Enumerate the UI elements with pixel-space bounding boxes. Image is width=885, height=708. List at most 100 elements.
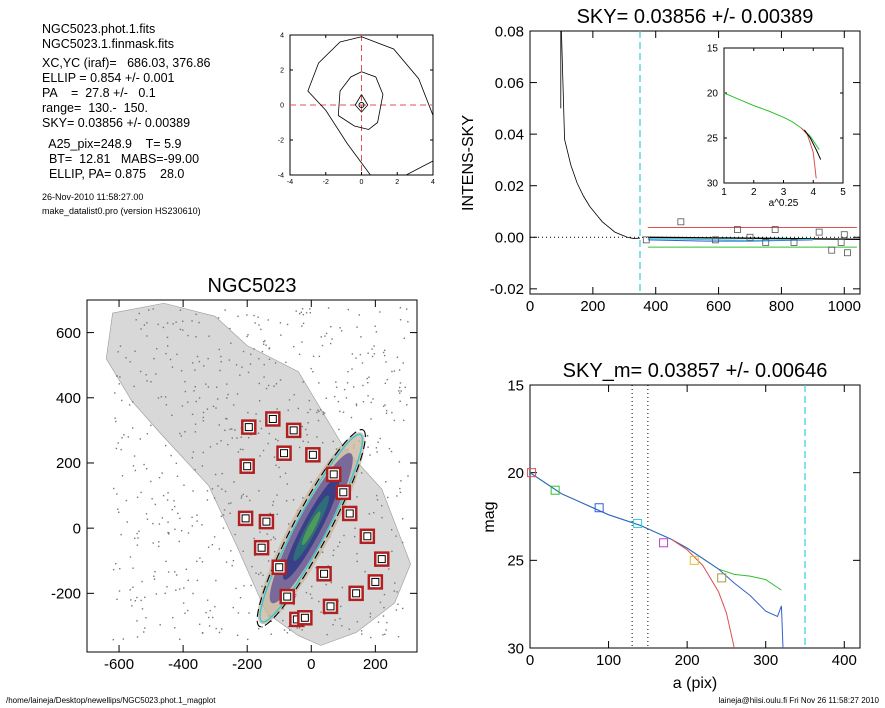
image-speckle <box>247 411 249 414</box>
image-speckle <box>132 401 134 403</box>
galaxy-ytick-label: 200 <box>56 455 81 472</box>
image-speckle <box>401 518 404 520</box>
image-speckle <box>343 388 346 391</box>
sky-data-square <box>837 239 845 246</box>
image-speckle <box>301 629 303 631</box>
mag-marker <box>527 468 537 478</box>
image-speckle <box>382 351 385 354</box>
image-speckle <box>220 355 222 358</box>
image-speckle <box>298 353 301 355</box>
image-speckle <box>261 350 264 353</box>
mag-xtick-label: 0 <box>526 652 534 669</box>
image-speckle <box>134 600 137 602</box>
image-speckle <box>177 512 179 515</box>
image-speckle <box>406 404 408 406</box>
image-speckle <box>338 428 340 431</box>
mag-series-3 <box>671 538 735 649</box>
sky-box-inner <box>257 543 266 552</box>
image-speckle <box>198 397 201 399</box>
image-speckle <box>397 603 399 605</box>
image-speckle <box>130 599 132 601</box>
image-speckle <box>153 357 155 360</box>
image-speckle <box>234 429 236 431</box>
image-speckle <box>337 400 340 403</box>
image-speckle <box>220 440 222 442</box>
image-speckle <box>390 450 393 453</box>
image-speckle <box>168 532 170 534</box>
image-speckle <box>175 321 177 323</box>
sky-data-square <box>642 236 650 244</box>
image-speckle <box>218 348 220 351</box>
image-speckle <box>161 472 163 474</box>
image-speckle <box>175 589 177 591</box>
image-speckle <box>293 345 295 348</box>
mag-marker <box>633 519 643 529</box>
sky-ytick-label: 0.06 <box>495 75 524 92</box>
image-speckle <box>342 411 345 413</box>
image-speckle <box>191 320 193 322</box>
image-speckle <box>393 419 395 422</box>
image-speckle <box>196 355 199 358</box>
image-speckle <box>134 469 137 472</box>
image-speckle <box>144 596 146 599</box>
image-speckle <box>192 592 194 595</box>
mag-ytick-label: 15 <box>507 377 524 394</box>
image-speckle <box>139 370 142 373</box>
image-speckle <box>260 427 263 430</box>
image-speckle <box>155 373 157 375</box>
image-speckle <box>391 411 393 414</box>
image-speckle <box>167 521 169 523</box>
fit-ellipse-outer <box>256 429 366 628</box>
image-speckle <box>112 568 115 571</box>
image-speckle <box>115 420 117 423</box>
image-speckle <box>361 633 363 635</box>
sky-box-inner <box>268 414 277 423</box>
image-speckle <box>146 380 148 382</box>
image-speckle <box>187 532 190 534</box>
image-speckle <box>123 434 125 436</box>
image-speckle <box>246 335 248 338</box>
image-speckle <box>153 578 156 580</box>
image-speckle <box>385 361 387 363</box>
image-speckle <box>386 621 388 624</box>
galaxy-ytick-label: -200 <box>51 586 81 603</box>
image-speckle <box>375 494 378 497</box>
image-speckle <box>249 363 252 365</box>
image-speckle <box>218 548 221 550</box>
image-speckle <box>367 381 369 384</box>
image-speckle <box>253 537 255 540</box>
galaxy-title: NGC5023 <box>208 275 297 297</box>
image-speckle <box>139 438 142 440</box>
sky-fit-line-2 <box>647 236 861 240</box>
image-speckle <box>232 606 234 609</box>
image-speckle <box>320 611 322 613</box>
mask-file-name: NGC5023.1.finmask.fits <box>42 37 174 51</box>
inset-xtick-label: 1 <box>721 187 727 198</box>
image-speckle <box>309 312 312 314</box>
image-speckle <box>205 383 207 385</box>
image-speckle <box>191 525 194 527</box>
image-speckle <box>341 625 343 627</box>
image-speckle <box>273 456 276 458</box>
image-speckle <box>179 432 181 435</box>
image-speckle <box>202 451 204 454</box>
image-speckle <box>321 551 324 553</box>
mag-title: SKY_m= 0.03857 +/- 0.00646 <box>563 360 828 382</box>
sky-box <box>237 510 254 527</box>
image-speckle <box>247 334 249 336</box>
image-speckle <box>157 397 160 399</box>
image-speckle <box>161 517 164 519</box>
image-speckle <box>260 328 262 331</box>
sky-data-square <box>815 228 823 236</box>
image-speckle <box>325 332 328 335</box>
image-speckle <box>211 488 214 490</box>
image-speckle <box>329 342 332 345</box>
image-speckle <box>332 440 335 443</box>
image-speckle <box>293 603 295 606</box>
image-speckle <box>195 336 197 338</box>
image-speckle <box>181 405 184 407</box>
image-speckle <box>284 472 287 475</box>
image-speckle <box>253 348 255 350</box>
image-speckle <box>320 409 322 411</box>
image-speckle <box>274 538 276 540</box>
